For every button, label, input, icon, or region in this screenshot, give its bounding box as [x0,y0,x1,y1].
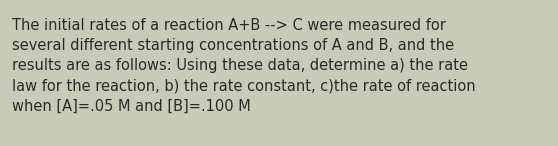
Text: The initial rates of a reaction A+B --> C were measured for
several different st: The initial rates of a reaction A+B --> … [12,18,476,114]
